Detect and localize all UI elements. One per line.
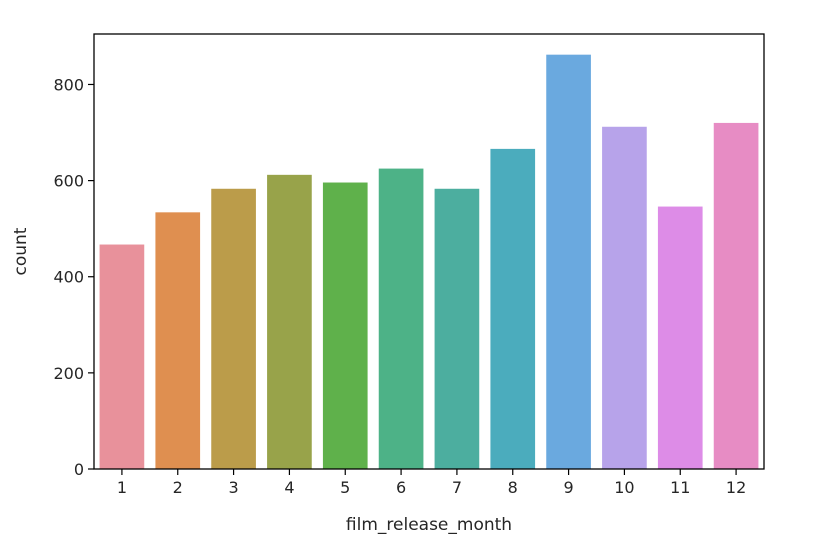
y-axis-ticks: 0 200 400 600 800 — [53, 75, 94, 479]
x-tick-label: 8 — [508, 478, 518, 497]
x-axis-ticks: 1 2 3 4 5 6 7 8 9 10 11 12 — [117, 469, 746, 497]
x-tick-label: 5 — [340, 478, 350, 497]
x-axis-label: film_release_month — [346, 515, 512, 535]
x-tick-label: 3 — [228, 478, 238, 497]
bar-month-5 — [322, 182, 368, 469]
bar-month-1 — [99, 244, 145, 469]
x-tick-label: 2 — [173, 478, 183, 497]
bar-month-4 — [267, 174, 312, 469]
y-tick-label: 0 — [74, 460, 84, 479]
bar-month-8 — [490, 148, 536, 469]
y-tick-label: 800 — [53, 75, 84, 94]
y-tick-label: 200 — [53, 364, 84, 383]
bar-month-2 — [155, 212, 201, 469]
plot-frame — [93, 33, 765, 470]
x-tick-label: 12 — [726, 478, 746, 497]
bar-month-12 — [713, 122, 759, 470]
bar-month-9 — [546, 54, 591, 470]
bar-month-3 — [211, 188, 256, 469]
y-tick-label: 400 — [53, 268, 84, 287]
x-tick-label: 4 — [284, 478, 294, 497]
y-axis-label: count — [11, 227, 31, 275]
x-tick-label: 6 — [396, 478, 406, 497]
x-tick-label: 9 — [563, 478, 573, 497]
y-tick-label: 600 — [53, 172, 84, 191]
bars-layer — [99, 54, 759, 470]
x-tick-label: 1 — [117, 478, 127, 497]
x-tick-label: 11 — [670, 478, 690, 497]
bar-month-7 — [434, 188, 480, 469]
x-tick-label: 7 — [452, 478, 462, 497]
bar-month-10 — [602, 126, 647, 470]
bar-month-6 — [378, 168, 424, 469]
x-tick-label: 10 — [614, 478, 634, 497]
bar-month-11 — [657, 206, 703, 469]
axes-layer — [93, 33, 765, 470]
